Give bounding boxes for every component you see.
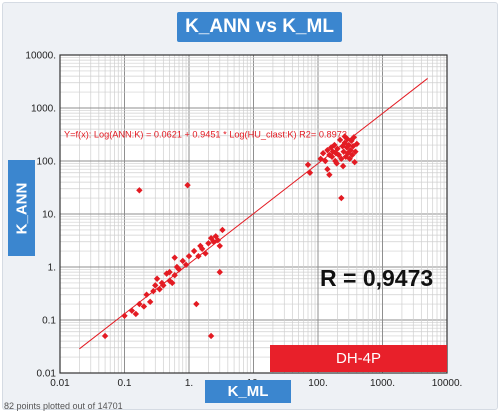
data-point — [190, 247, 198, 255]
data-point — [304, 161, 312, 168]
data-point — [336, 136, 344, 144]
data-point — [334, 145, 341, 152]
data-point — [195, 252, 202, 260]
y-tick-label: 10000. — [25, 51, 56, 62]
data-point — [136, 187, 143, 194]
data-point — [193, 300, 200, 308]
data-point — [346, 155, 353, 163]
data-point — [214, 237, 222, 244]
points-plotted-footer: 82 points plotted out of 14701 — [4, 401, 123, 411]
data-point — [153, 275, 161, 282]
data-point — [324, 166, 331, 173]
data-point — [169, 279, 176, 287]
data-point — [216, 242, 223, 250]
x-tick-label: 100. — [308, 378, 327, 389]
data-point — [347, 146, 354, 154]
data-point — [350, 134, 358, 141]
data-point — [156, 286, 163, 293]
equation-label: Y=f(x): Log(ANN:K) = 0.0621 + 0.9451 * L… — [64, 129, 347, 139]
data-point — [182, 261, 190, 269]
data-point — [352, 148, 359, 155]
y-tick-label: 10. — [42, 210, 56, 221]
data-point — [121, 312, 128, 320]
data-point — [171, 254, 178, 261]
data-point — [326, 171, 333, 178]
data-point — [219, 226, 226, 234]
data-point — [166, 268, 173, 276]
data-point — [101, 332, 109, 340]
data-point — [319, 150, 327, 157]
data-point — [331, 141, 338, 149]
data-point — [322, 157, 329, 165]
data-point — [328, 153, 336, 161]
data-point — [197, 242, 204, 250]
data-point — [339, 162, 347, 170]
x-tick-label: 1. — [185, 378, 193, 389]
data-point — [175, 266, 183, 273]
data-point — [345, 141, 352, 149]
data-point — [198, 245, 206, 253]
data-point — [184, 181, 191, 189]
data-point — [185, 252, 193, 260]
data-point — [136, 300, 143, 308]
data-point — [317, 155, 324, 163]
data-point — [152, 282, 159, 289]
x-tick-label: 10000. — [432, 378, 463, 389]
data-point — [338, 155, 345, 163]
data-point — [205, 240, 212, 247]
data-point — [324, 146, 331, 154]
y-tick-label: 100. — [37, 157, 56, 168]
data-point — [143, 291, 150, 298]
x-tick-label: 0.1 — [118, 378, 132, 389]
data-point — [132, 310, 140, 318]
data-point — [171, 272, 178, 279]
data-point — [338, 194, 345, 202]
data-point — [207, 234, 215, 242]
data-point — [150, 287, 157, 295]
y-tick-label: 0.1 — [42, 316, 56, 327]
chart-title: K_ANN vs K_ML — [177, 12, 342, 42]
plot-border — [59, 54, 448, 374]
data-point — [341, 133, 348, 140]
y-tick-label: 0.01 — [37, 369, 57, 380]
x-axis-label-box: K_ML — [205, 380, 291, 403]
data-point — [179, 257, 186, 265]
x-tick-label: 1000. — [370, 378, 395, 389]
dh-stamp: DH-4P — [270, 345, 447, 372]
data-point — [140, 303, 148, 310]
y-tick-label: 1000. — [31, 104, 56, 115]
data-point — [207, 332, 215, 340]
chart-title-text: K_ANN vs K_ML — [185, 16, 334, 37]
data-point — [216, 268, 223, 276]
data-point — [351, 158, 358, 166]
data-point — [128, 307, 136, 314]
y-tick-label: 1. — [48, 263, 56, 274]
data-point — [146, 298, 154, 306]
data-point — [160, 282, 167, 289]
data-point — [335, 151, 342, 159]
dh-stamp-label: DH-4P — [335, 350, 381, 367]
x-axis-label: K_ML — [227, 383, 269, 400]
correlation-label: R = 0,9473 — [320, 265, 434, 291]
data-point — [332, 157, 339, 165]
data-point — [353, 140, 361, 148]
data-point — [306, 169, 314, 176]
data-point — [344, 135, 351, 143]
data-point — [326, 151, 333, 159]
x-tick-label: 0.01 — [50, 378, 70, 389]
data-point — [202, 250, 209, 257]
data-point — [349, 151, 356, 159]
y-axis-label-box: K_ANN — [8, 160, 35, 256]
data-point — [333, 160, 340, 167]
